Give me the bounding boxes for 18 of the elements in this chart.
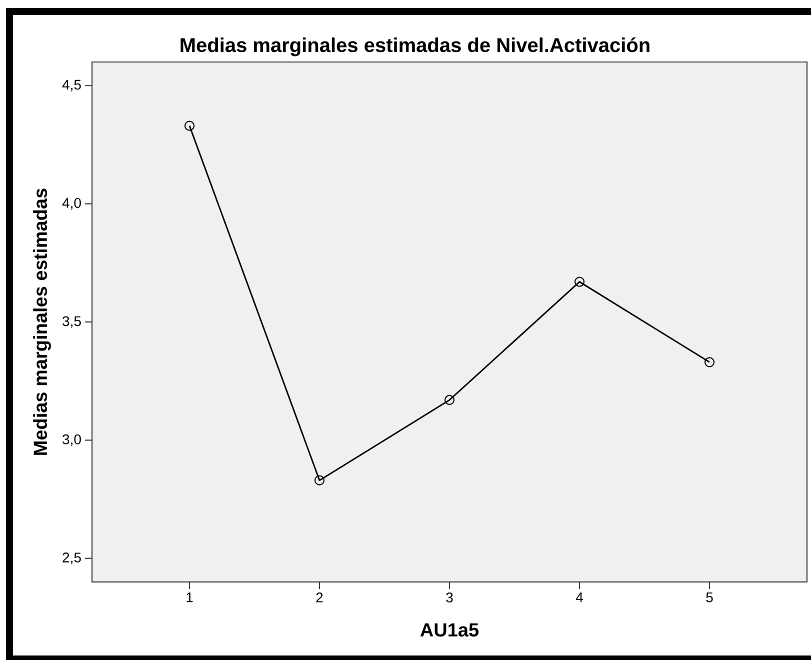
point bbox=[444, 394, 455, 406]
y-tick-label: 2,5 bbox=[62, 552, 81, 564]
x-tick-label: 4 bbox=[576, 592, 583, 602]
x-tick-label: 3 bbox=[446, 592, 453, 602]
y-tick-label: 3,5 bbox=[62, 316, 81, 328]
x-axis-title: AU1a5 bbox=[420, 623, 479, 637]
x-tick-label: 1 bbox=[186, 592, 193, 602]
x-tick-label: 2 bbox=[316, 592, 323, 602]
point bbox=[704, 357, 715, 368]
point bbox=[574, 276, 585, 287]
y-tick-label: 4,5 bbox=[62, 80, 81, 92]
point bbox=[184, 120, 195, 131]
y-tick-label: 3,0 bbox=[62, 434, 81, 446]
point bbox=[314, 475, 325, 486]
y-axis-title: Medias marginales estimadas bbox=[33, 188, 51, 455]
y-tick-label: 4,0 bbox=[62, 198, 81, 210]
chart-title: Medias marginales estimadas de Nivel.Activación bbox=[180, 37, 650, 56]
x-tick-label: 5 bbox=[706, 592, 713, 602]
